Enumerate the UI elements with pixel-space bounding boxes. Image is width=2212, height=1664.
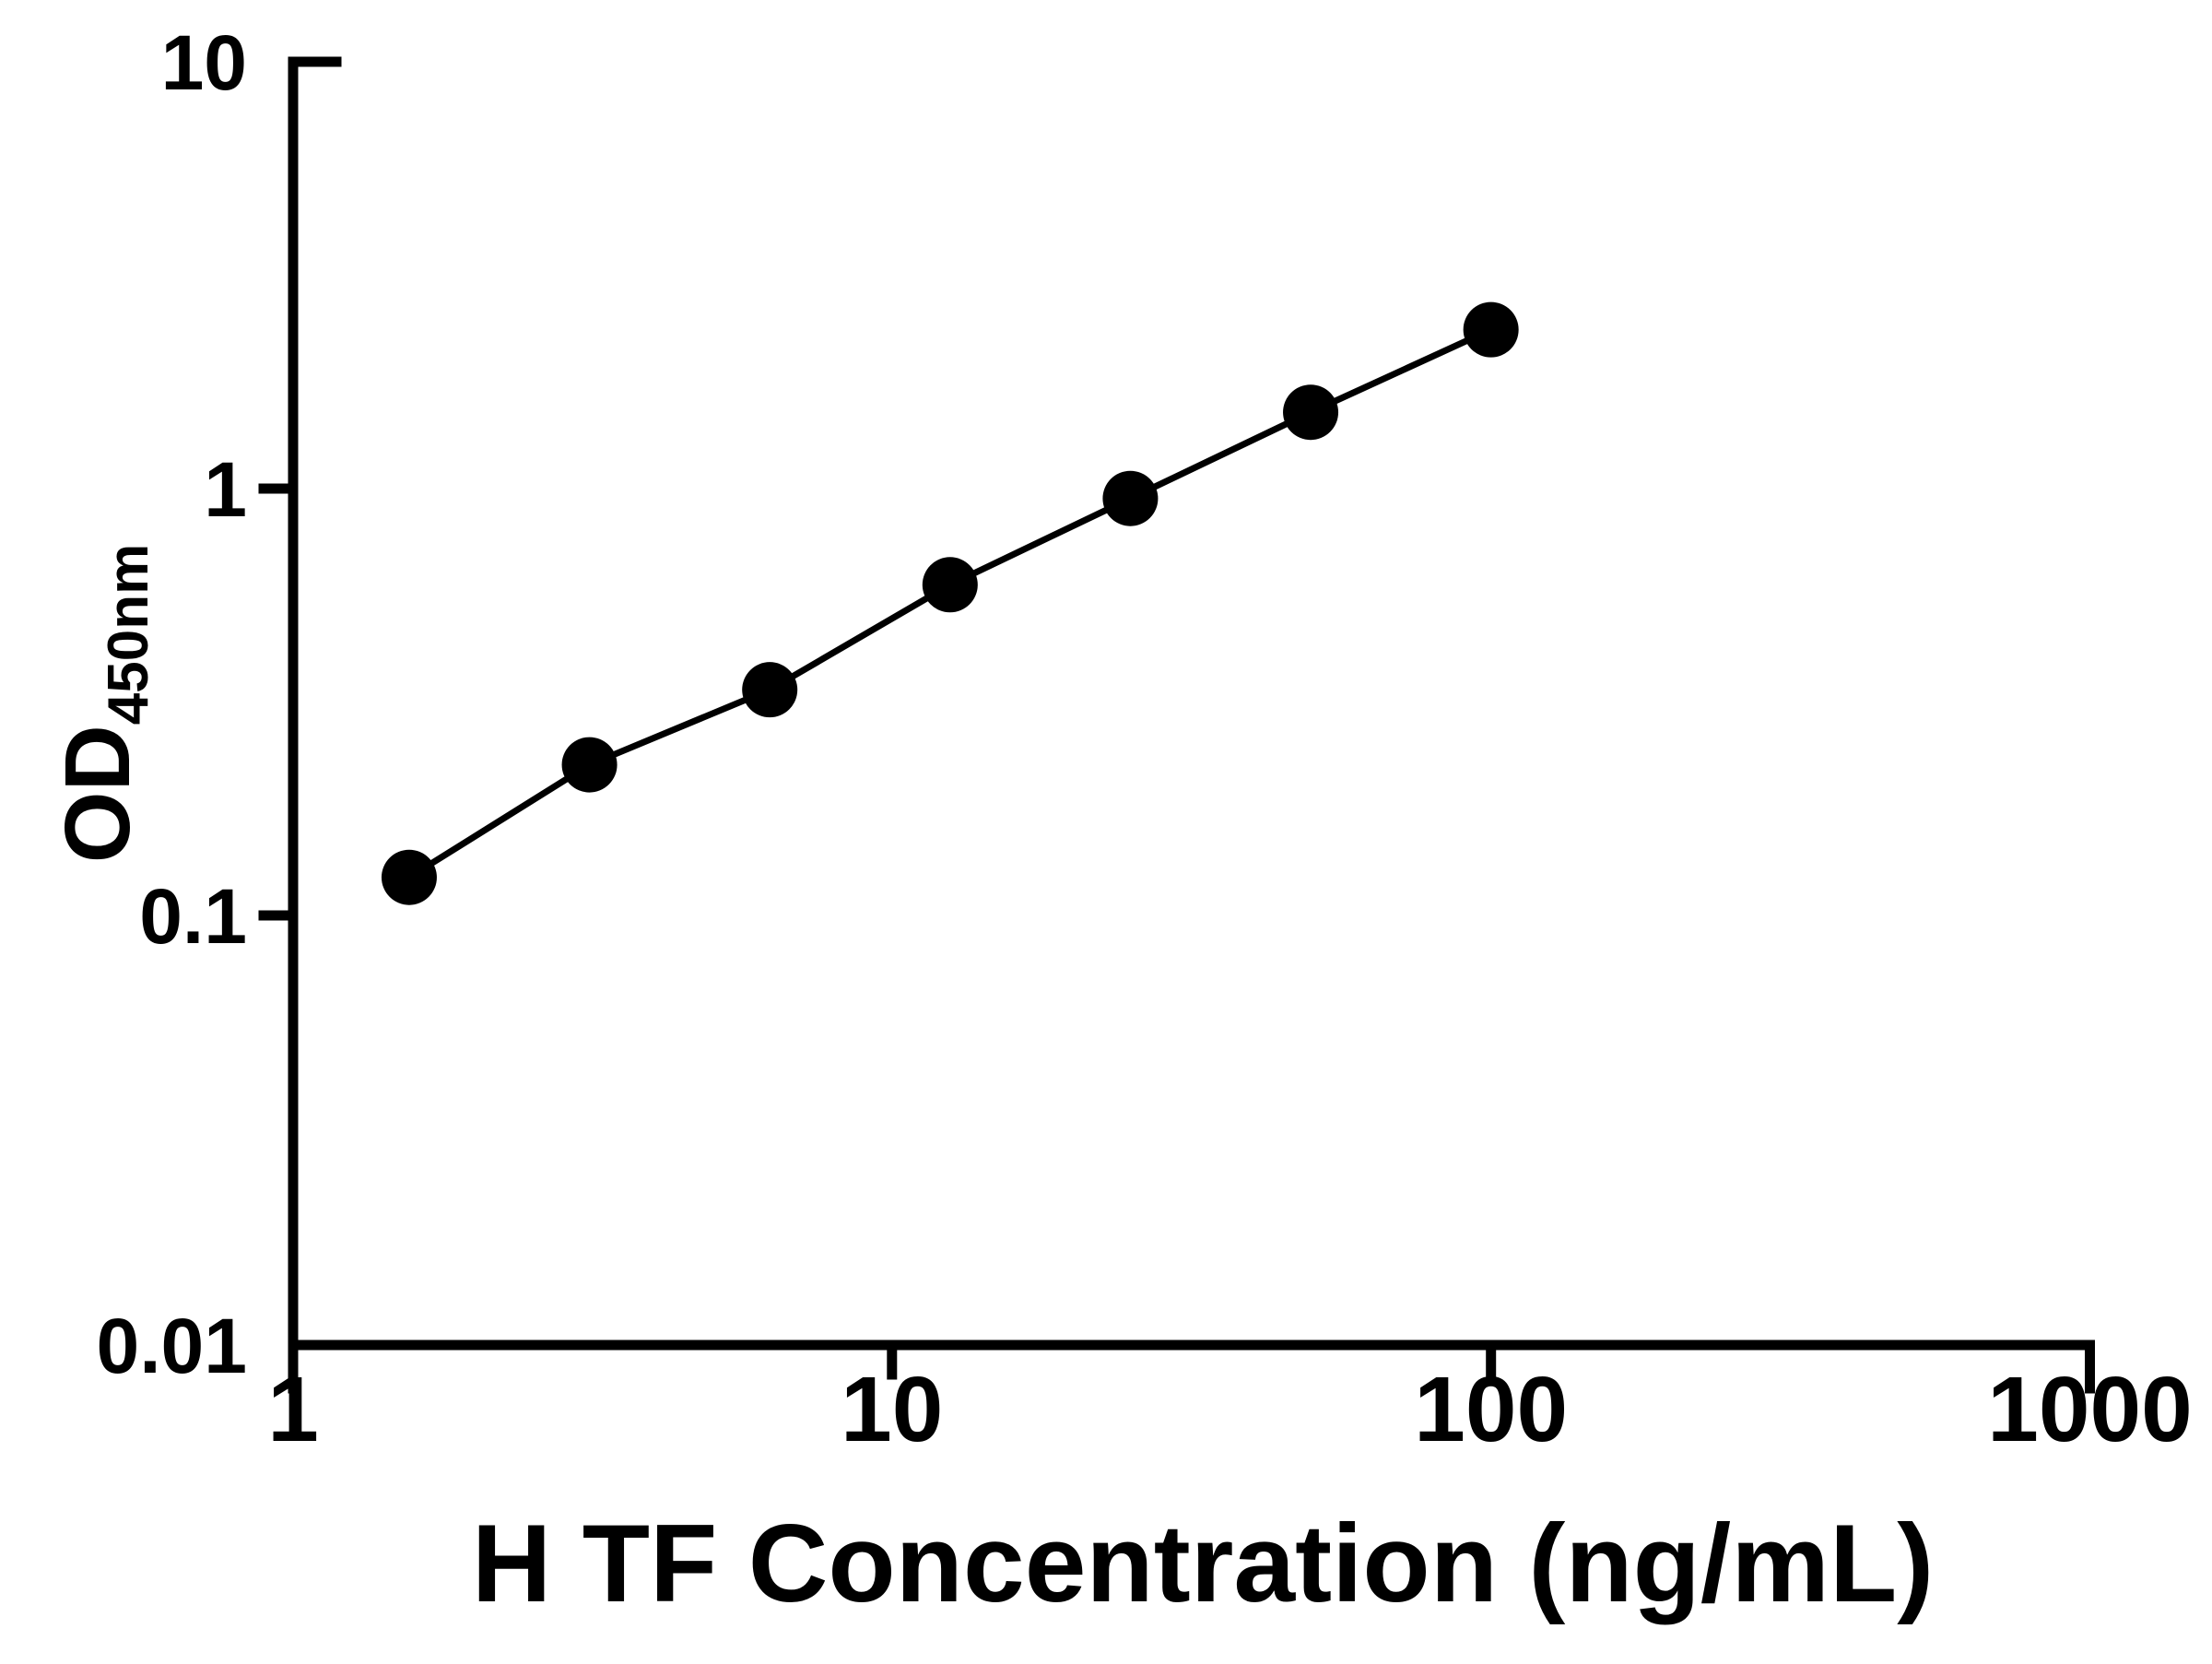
svg-text:10: 10 bbox=[841, 1358, 943, 1461]
svg-text:OD450nm: OD450nm bbox=[46, 544, 160, 863]
svg-text:0.01: 0.01 bbox=[97, 1303, 248, 1389]
svg-text:1: 1 bbox=[267, 1358, 319, 1461]
svg-text:H TF Concentration (ng/mL): H TF Concentration (ng/mL) bbox=[472, 1502, 1934, 1625]
svg-text:1: 1 bbox=[204, 446, 247, 533]
svg-text:0.1: 0.1 bbox=[139, 873, 247, 960]
svg-text:10: 10 bbox=[161, 19, 247, 106]
svg-text:1000: 1000 bbox=[1987, 1358, 2192, 1461]
svg-text:100: 100 bbox=[1414, 1358, 1568, 1461]
